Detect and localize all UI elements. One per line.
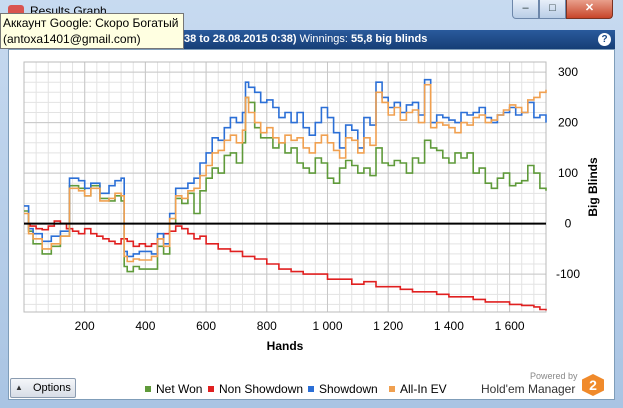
legend-item-net-won[interactable]: Net Won <box>145 382 202 396</box>
help-icon[interactable]: ? <box>598 33 611 46</box>
y-tick-label: 200 <box>558 116 578 130</box>
series-line-showdown <box>24 78 547 258</box>
minimize-button[interactable]: – <box>512 0 539 19</box>
winnings-label: Winnings: <box>299 33 348 45</box>
options-label: Options <box>33 382 71 394</box>
x-tick-label: 400 <box>135 319 155 333</box>
winnings-value: 55,8 big blinds <box>350 33 428 45</box>
chevron-up-icon: ▲ <box>15 383 23 392</box>
legend-swatch-non-showdown <box>208 386 214 392</box>
close-button[interactable]: ✕ <box>566 0 613 19</box>
x-tick-label: 1 200 <box>373 319 403 333</box>
legend-label-showdown: Showdown <box>319 382 378 396</box>
plot-area-border <box>23 61 547 313</box>
x-tick-label: 200 <box>75 319 95 333</box>
holdem-manager-logo: Hold'em Manager <box>481 382 576 396</box>
maximize-button[interactable]: □ <box>539 0 566 19</box>
header-summary: 38 to 28.08.2015 0:38) Winnings: 55,8 bi… <box>184 30 427 49</box>
hm2-badge-icon: 2 <box>582 374 604 396</box>
tooltip-account-email: (antoxa1401@gmail.com) <box>3 32 141 46</box>
legend-item-all-in-ev[interactable]: All-In EV <box>389 382 447 396</box>
series-line-all-in-ev <box>24 83 547 263</box>
powered-by-text: Powered by <box>530 371 578 381</box>
x-tick-label: 1 600 <box>495 319 525 333</box>
series-line-non-showdown <box>24 220 547 311</box>
y-tick-label: 100 <box>558 166 578 180</box>
y-axis-title: Big Blinds <box>586 157 600 217</box>
account-tooltip: Аккаунт Google: Скоро Богатый (antoxa140… <box>0 13 184 49</box>
legend-swatch-all-in-ev <box>389 386 395 392</box>
x-axis-title: Hands <box>267 339 304 353</box>
x-tick-label: 1 000 <box>312 319 342 333</box>
tooltip-account-name: Аккаунт Google: Скоро Богатый <box>3 16 179 30</box>
x-tick-label: 800 <box>257 319 277 333</box>
legend-item-showdown[interactable]: Showdown <box>308 382 378 396</box>
options-button[interactable]: ▲ Options <box>10 378 76 398</box>
legend-item-non-showdown[interactable]: Non Showdown <box>208 382 303 396</box>
chart-panel: 200 400 600 800 1 000 1 200 1 400 1 600 300 200 10… <box>8 49 615 400</box>
y-tick-label: 0 <box>565 217 572 231</box>
legend-swatch-net-won <box>145 386 151 392</box>
y-tick-label: -100 <box>556 267 580 281</box>
legend-label-net-won: Net Won <box>156 382 203 396</box>
x-tick-label: 600 <box>196 319 216 333</box>
results-chart: 200 400 600 800 1 000 1 200 1 400 1 600 300 200 10… <box>23 61 600 353</box>
legend-label-non-showdown: Non Showdown <box>219 382 304 396</box>
x-tick-label: 1 400 <box>434 319 464 333</box>
date-range: 38 to 28.08.2015 0:38) <box>184 33 297 45</box>
legend-label-all-in-ev: All-In EV <box>400 382 447 396</box>
y-tick-label: 300 <box>558 65 578 79</box>
legend-swatch-showdown <box>308 386 314 392</box>
